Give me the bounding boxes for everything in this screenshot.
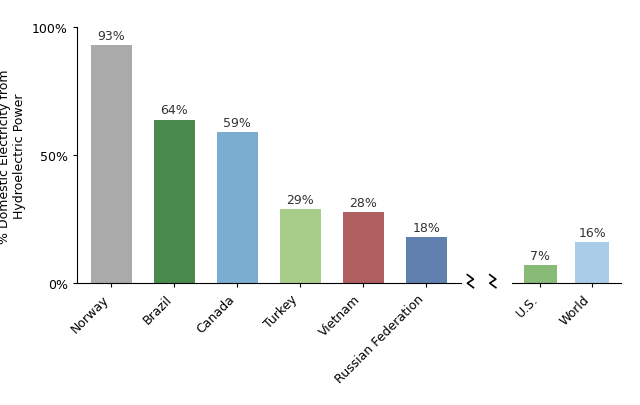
Y-axis label: % Domestic Electricity from
Hydroelectric Power: % Domestic Electricity from Hydroelectri… — [0, 69, 26, 243]
Text: 18%: 18% — [412, 222, 440, 234]
Text: 93%: 93% — [97, 30, 125, 43]
Bar — [91, 46, 132, 284]
Text: 28%: 28% — [349, 196, 377, 209]
Text: 7%: 7% — [531, 249, 550, 262]
Text: 16%: 16% — [579, 227, 606, 240]
Bar — [575, 243, 609, 284]
Text: 64%: 64% — [161, 104, 188, 117]
Bar — [154, 120, 195, 284]
Bar — [280, 209, 321, 284]
Bar — [217, 133, 258, 284]
Bar — [524, 266, 557, 284]
Bar — [406, 238, 447, 284]
Text: 29%: 29% — [287, 194, 314, 207]
Bar — [343, 212, 384, 284]
Text: 59%: 59% — [223, 117, 252, 130]
